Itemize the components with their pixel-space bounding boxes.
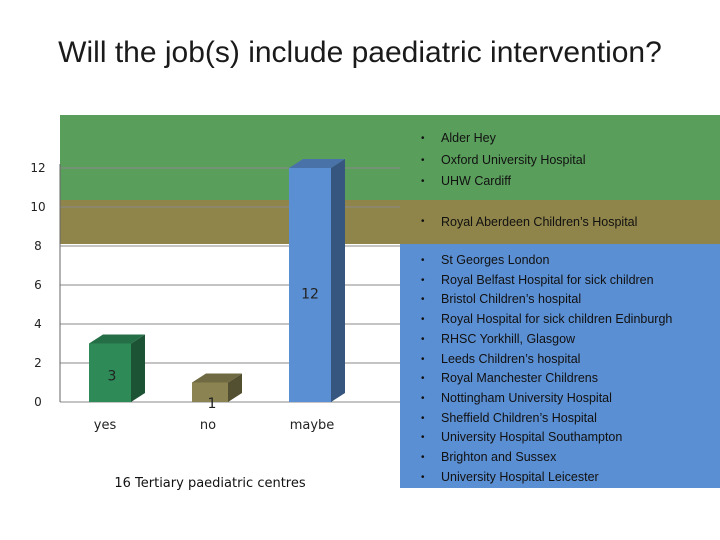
category-label: no xyxy=(200,418,216,433)
bar-yes xyxy=(89,334,145,402)
hospital-item: • RHSC Yorkhill, Glasgow xyxy=(400,330,720,350)
bar-front xyxy=(192,382,228,402)
x-axis-label: 16 Tertiary paediatric centres xyxy=(114,476,306,491)
hospital-name: Bristol Children’s hospital xyxy=(441,292,582,307)
bullet-icon: • xyxy=(421,471,425,483)
category-label: yes xyxy=(94,418,117,433)
y-tick-label: 10 xyxy=(30,200,45,214)
hospital-name: St Georges London xyxy=(441,253,550,267)
bar-side xyxy=(228,373,242,402)
bar-top xyxy=(192,373,242,383)
hospital-name: Leeds Children’s hospital xyxy=(441,351,581,366)
bar-top xyxy=(289,159,345,168)
y-tick-label: 4 xyxy=(34,317,42,331)
bullet-icon: • xyxy=(421,412,425,424)
y-tick-label: 12 xyxy=(30,161,45,175)
bar-front xyxy=(289,168,331,402)
hospital-item: • Bristol Children’s hospital xyxy=(400,290,720,310)
hospital-item: • Royal Hospital for sick children Edinbu… xyxy=(400,310,720,330)
y-tick-label: 8 xyxy=(34,239,42,253)
hospital-item: • Royal Aberdeen Children’s Hospital xyxy=(400,213,720,231)
bullet-icon: • xyxy=(421,294,425,306)
no-hospitals-list: • Royal Aberdeen Children’s Hospital xyxy=(400,213,720,231)
hospital-item: • Royal Belfast Hospital for sick childre… xyxy=(400,271,720,291)
hospital-name: Oxford University Hospital xyxy=(441,152,586,167)
bullet-icon: • xyxy=(421,373,425,385)
bullet-icon: • xyxy=(421,216,425,227)
category-label: maybe xyxy=(290,418,335,433)
data-label: 3 xyxy=(108,369,117,385)
hospital-item: • UHW Cardiff xyxy=(400,171,720,193)
bullet-icon: • xyxy=(421,255,425,266)
yes-hospitals-panel: • St Georges London • Royal Belfast Hospita… xyxy=(400,244,720,488)
hospital-name: UHW Cardiff xyxy=(441,174,511,188)
bar-side xyxy=(131,334,145,402)
data-label: 1 xyxy=(208,396,217,412)
data-label: 12 xyxy=(301,287,319,303)
bullet-icon: • xyxy=(421,432,425,444)
bullet-icon: • xyxy=(421,274,425,286)
bullet-icon: • xyxy=(421,333,425,345)
hospital-name: Royal Aberdeen Children’s Hospital xyxy=(441,215,638,229)
bar-top xyxy=(89,334,145,344)
hospital-name: Sheffield Children’s Hospital xyxy=(441,410,597,425)
yes-hospitals-list: • St Georges London • Royal Belfast Hospita… xyxy=(400,251,720,487)
slide-title: Will the job(s) include paediatric inter… xyxy=(58,36,662,69)
bar-maybe xyxy=(289,159,345,402)
bullet-icon: • xyxy=(421,133,425,144)
bullet-icon: • xyxy=(421,452,425,464)
bar-no xyxy=(192,373,242,402)
hospital-item: • Alder Hey xyxy=(400,128,720,150)
hospital-name: Alder Hey xyxy=(441,131,496,145)
hospital-name: Royal Manchester Childrens xyxy=(441,371,599,386)
y-tick-label: 2 xyxy=(34,356,42,370)
hospital-item: • Sheffield Children’s Hospital xyxy=(400,409,720,429)
hospital-name: University Hospital Southampton xyxy=(441,430,623,445)
hospital-name: Nottingham University Hospital xyxy=(441,390,612,405)
bullet-icon: • xyxy=(421,314,425,326)
bar-front xyxy=(89,343,131,402)
hospital-item: • University Hospital Leicester xyxy=(400,468,720,488)
bullet-icon: • xyxy=(421,176,425,187)
y-tick-labels: 0 2 4 6 8 10 12 xyxy=(30,161,45,409)
hospital-name: Royal Belfast Hospital for sick children xyxy=(441,272,654,287)
data-labels: 3 1 12 xyxy=(108,287,319,412)
hospital-item: • Royal Manchester Childrens xyxy=(400,369,720,389)
band-upper xyxy=(60,115,400,200)
bullet-icon: • xyxy=(421,392,425,404)
hospital-name: Brighton and Sussex xyxy=(441,450,557,465)
maybe-hospitals-list: • Alder Hey • Oxford University Hospital • UH… xyxy=(400,128,720,193)
no-hospitals-panel: • Royal Aberdeen Children’s Hospital xyxy=(400,200,720,244)
bullet-icon: • xyxy=(421,353,425,365)
y-tick-label: 0 xyxy=(34,395,42,409)
hospital-item: • University Hospital Southampton xyxy=(400,428,720,448)
hospital-item: • St Georges London xyxy=(400,251,720,271)
y-tick-label: 6 xyxy=(34,278,42,292)
bullet-icon: • xyxy=(421,154,425,166)
hospital-name: University Hospital Leicester xyxy=(441,469,599,484)
hospital-name: Royal Hospital for sick children Edinbur… xyxy=(441,312,673,327)
hospital-item: • Brighton and Sussex xyxy=(400,448,720,468)
hospital-item: • Oxford University Hospital xyxy=(400,150,720,172)
bar-side xyxy=(331,159,345,402)
maybe-hospitals-panel: • Alder Hey • Oxford University Hospital • UH… xyxy=(400,115,720,200)
hospital-item: • Leeds Children’s hospital xyxy=(400,350,720,370)
hospital-item: • Nottingham University Hospital xyxy=(400,389,720,409)
category-labels: yes no maybe xyxy=(94,418,335,433)
bars xyxy=(89,159,345,402)
hospital-name: RHSC Yorkhill, Glasgow xyxy=(441,331,576,346)
